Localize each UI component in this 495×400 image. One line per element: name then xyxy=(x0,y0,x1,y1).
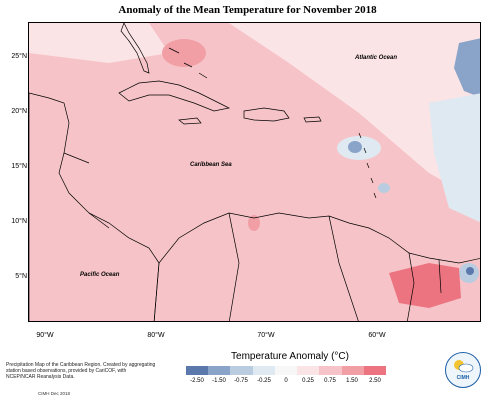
legend-swatch-9 xyxy=(363,366,386,375)
weak-warm-zone-gulf xyxy=(29,23,169,63)
map-area xyxy=(28,22,481,322)
legend-tick: -0.75 xyxy=(234,378,248,384)
venezuela-guyana-border xyxy=(328,215,359,321)
legend-tick: 2.50 xyxy=(369,378,381,384)
lat-label-15n: 15°N xyxy=(11,163,27,170)
legend-swatch-5 xyxy=(274,366,298,375)
legend-tick: -1.50 xyxy=(212,378,226,384)
legend-tick: -0.25 xyxy=(257,378,271,384)
lat-label-5n: 5°N xyxy=(15,273,27,280)
credit-text: Precipitation Map of the Caribbean Regio… xyxy=(6,362,156,380)
bahamas-outline xyxy=(168,47,208,79)
lat-label-20n: 20°N xyxy=(11,108,27,115)
lon-label-60w: 60°W xyxy=(368,332,386,339)
logo-text: CIMH xyxy=(456,375,470,381)
central-border-1 xyxy=(88,212,110,229)
legend-ticks: -2.50 -1.50 -0.75 -0.25 0 0.25 0.75 1.50… xyxy=(186,378,386,387)
florida-outline xyxy=(120,23,150,74)
anomaly-map xyxy=(29,23,480,321)
cuba-outline xyxy=(118,80,231,112)
cool-anomaly-atlantic-ne xyxy=(454,38,480,98)
legend-title: Temperature Anomaly (°C) xyxy=(231,351,349,362)
label-caribbean-sea: Caribbean Sea xyxy=(190,162,232,168)
lon-label-80w: 80°W xyxy=(147,332,165,339)
label-atlantic-ocean: Atlantic Ocean xyxy=(355,55,398,61)
guyana-suriname-border xyxy=(406,252,415,321)
weak-warm-zone-atlantic xyxy=(229,23,480,202)
legend-swatch-1 xyxy=(186,366,209,375)
cimh-logo: CIMH xyxy=(445,352,481,388)
sun-cloud-icon xyxy=(454,360,474,373)
legend-swatch-7 xyxy=(319,366,342,375)
legend-colorbar xyxy=(186,366,386,375)
jamaica-outline xyxy=(178,117,202,125)
lat-label-10n: 10°N xyxy=(11,218,27,225)
lon-label-70w: 70°W xyxy=(257,332,275,339)
weak-cool-zone-atlantic-e xyxy=(429,93,480,223)
legend-swatch-8 xyxy=(341,366,364,375)
legend-tick: 0 xyxy=(284,378,288,384)
legend-tick: 0.75 xyxy=(324,378,336,384)
label-pacific-ocean: Pacific Ocean xyxy=(80,272,120,278)
legend-tick: 0.25 xyxy=(302,378,314,384)
legend-swatch-3 xyxy=(230,366,253,375)
cool-anomaly-guiana-core xyxy=(466,267,474,275)
lat-label-25n: 25°N xyxy=(11,53,27,60)
hispaniola-outline xyxy=(243,107,290,122)
legend-swatch-2 xyxy=(208,366,231,375)
legend-tick: 1.50 xyxy=(346,378,358,384)
suriname-guiana-border xyxy=(438,259,442,294)
cool-anomaly-barbados xyxy=(378,183,390,193)
warm-anomaly-guianas xyxy=(389,263,461,308)
credit-date: CIMH Dec 2018 xyxy=(38,391,71,396)
warm-anomaly-bahamas xyxy=(162,39,206,67)
cool-anomaly-antilles-core xyxy=(348,141,362,153)
legend-tick: -2.50 xyxy=(190,378,204,384)
puerto-rico-outline xyxy=(303,116,322,123)
warm-anomaly-coast xyxy=(248,215,260,231)
legend-swatch-6 xyxy=(297,366,320,375)
colombia-venezuela-border xyxy=(228,212,240,321)
map-title: Anomaly of the Mean Temperature for Nove… xyxy=(118,4,377,16)
legend-swatch-4 xyxy=(252,366,275,375)
south-america-outline xyxy=(153,212,480,321)
central-border-2 xyxy=(63,152,90,164)
coastlines xyxy=(29,23,480,321)
lesser-antilles-outline xyxy=(358,132,377,199)
lon-label-90w: 90°W xyxy=(36,332,54,339)
